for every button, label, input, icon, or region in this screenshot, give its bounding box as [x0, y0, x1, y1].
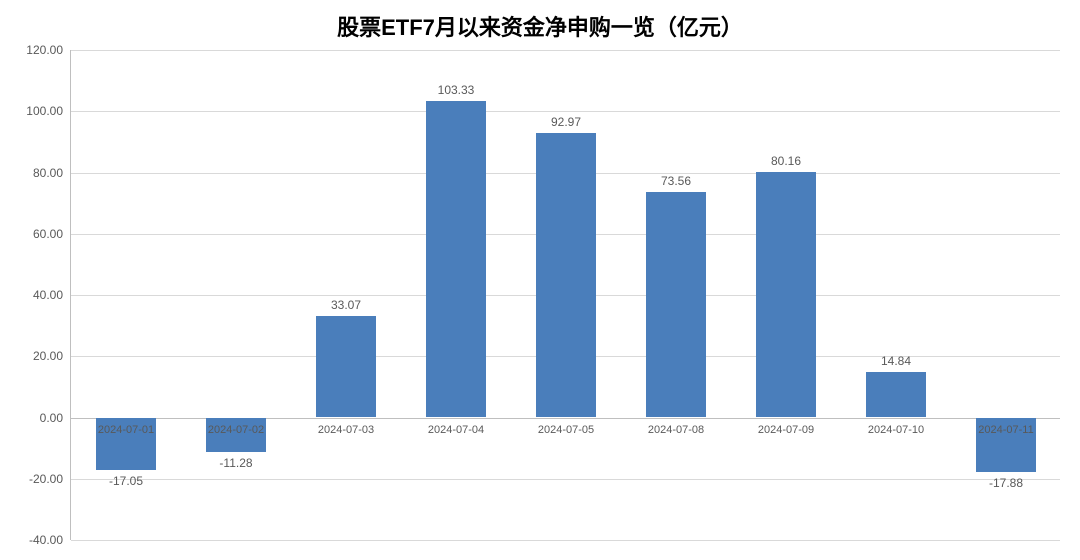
y-tick-label: -40.00 [29, 533, 71, 547]
gridline [71, 111, 1060, 112]
chart-title: 股票ETF7月以来资金净申购一览（亿元） [0, 10, 1080, 42]
bar-value-label: -17.88 [989, 476, 1023, 490]
bar [756, 172, 817, 417]
bar-value-label: 73.56 [661, 174, 691, 188]
y-tick-label: 20.00 [33, 349, 71, 363]
bar [316, 316, 377, 417]
bar-value-label: 14.84 [881, 354, 911, 368]
category-label: 2024-07-04 [428, 424, 484, 436]
y-tick-label: 100.00 [26, 104, 71, 118]
bar [646, 192, 707, 417]
category-label: 2024-07-01 [98, 424, 154, 436]
y-tick-label: 60.00 [33, 227, 71, 241]
bar-value-label: 92.97 [551, 115, 581, 129]
plot-area: -40.00-20.000.0020.0040.0060.0080.00100.… [70, 50, 1060, 540]
bar [866, 372, 927, 417]
category-label: 2024-07-09 [758, 424, 814, 436]
category-label: 2024-07-03 [318, 424, 374, 436]
y-tick-label: 120.00 [26, 43, 71, 57]
bar-value-label: 103.33 [438, 83, 475, 97]
bar-value-label: 33.07 [331, 298, 361, 312]
gridline [71, 540, 1060, 541]
gridline [71, 479, 1060, 480]
category-label: 2024-07-08 [648, 424, 704, 436]
gridline [71, 50, 1060, 51]
bar-value-label: 80.16 [771, 154, 801, 168]
category-label: 2024-07-11 [978, 424, 1033, 436]
bar [426, 101, 487, 417]
bar [536, 133, 597, 418]
category-label: 2024-07-05 [538, 424, 594, 436]
bar-value-label: -11.28 [219, 456, 252, 470]
y-tick-label: 0.00 [40, 411, 71, 425]
y-tick-label: -20.00 [29, 472, 71, 486]
category-label: 2024-07-10 [868, 424, 924, 436]
y-tick-label: 40.00 [33, 288, 71, 302]
y-tick-label: 80.00 [33, 166, 71, 180]
bar-value-label: -17.05 [109, 474, 143, 488]
chart-container: 股票ETF7月以来资金净申购一览（亿元） -40.00-20.000.0020.… [0, 0, 1080, 560]
category-label: 2024-07-02 [208, 424, 264, 436]
